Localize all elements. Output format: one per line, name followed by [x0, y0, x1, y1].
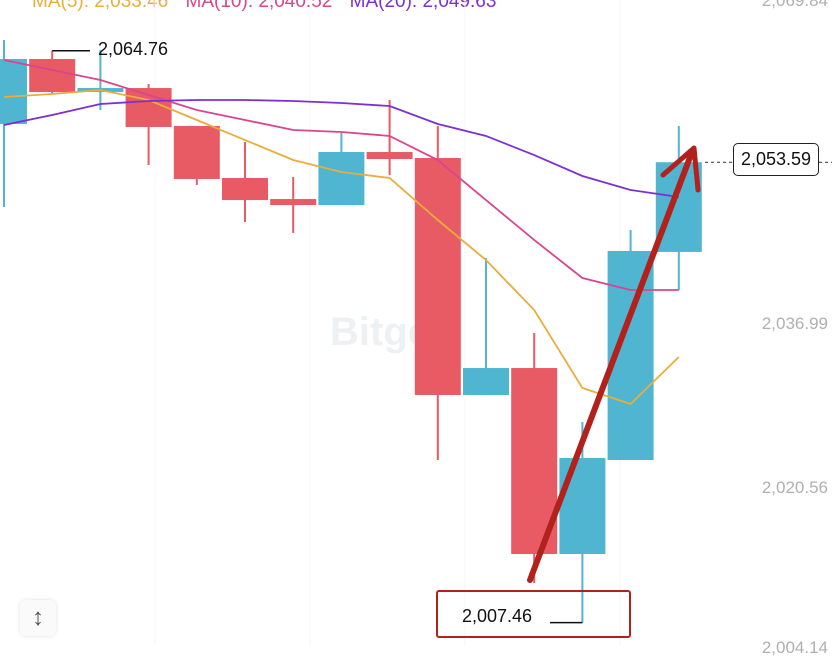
- scale-toggle-button[interactable]: ↕: [20, 600, 56, 636]
- candle-body: [222, 177, 268, 201]
- legend-ma5: MA(5): 2,033.46: [32, 0, 169, 12]
- ma-legend: MA(5): 2,033.46 MA(10): 2,040.52 MA(20):…: [32, 0, 508, 13]
- y-tick-label: 2,069.84: [761, 0, 828, 10]
- candle-body: [463, 368, 509, 395]
- high-price-label: 2,064.76: [98, 39, 169, 59]
- candle-body: [270, 199, 317, 206]
- low-price-label: 2,007.46: [462, 606, 533, 626]
- ma10-line: [3, 59, 679, 291]
- ma5-line: [3, 89, 680, 405]
- ma20-line: [3, 99, 679, 198]
- trend-arrow: [527, 149, 695, 583]
- trend-arrow-head: [660, 145, 701, 193]
- last-price-label: 2,053.59: [733, 143, 820, 176]
- y-tick-label: 2,020.56: [761, 478, 828, 497]
- candle-body: [318, 152, 365, 206]
- vertical-arrows-icon: ↕: [32, 604, 44, 631]
- candle-body: [366, 152, 413, 160]
- y-tick-label: 2,036.99: [761, 314, 828, 333]
- low-price-annotation-box: [436, 590, 631, 638]
- candle-body: [29, 58, 76, 93]
- legend-ma20: MA(20): 2,049.63: [349, 0, 497, 12]
- legend-ma10: MA(10): 2,040.52: [185, 0, 333, 12]
- candle-body: [559, 457, 606, 555]
- candle-body: [414, 158, 461, 395]
- candle-body: [0, 58, 27, 124]
- candle-body: [173, 125, 220, 179]
